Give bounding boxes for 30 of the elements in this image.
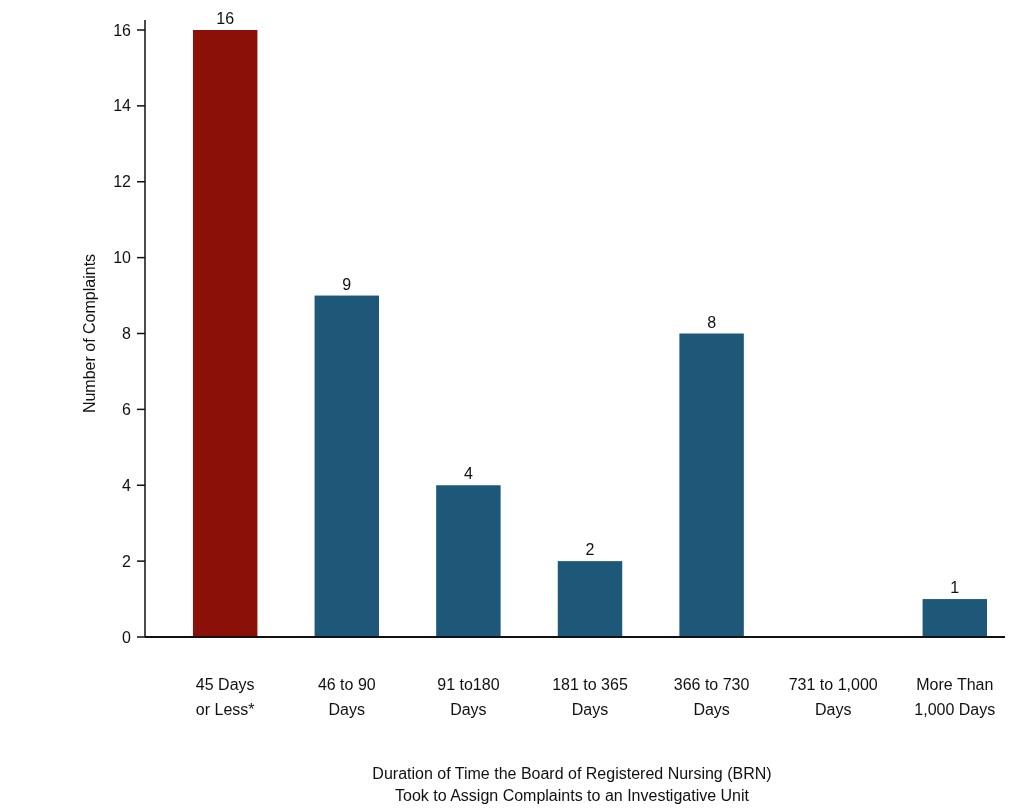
y-axis-title: Number of Complaints — [81, 253, 98, 414]
data-label: 16 — [216, 10, 235, 27]
bar — [679, 333, 744, 637]
y-tick-label: 10 — [113, 249, 132, 267]
data-label: 8 — [707, 313, 717, 331]
data-label: 2 — [585, 541, 595, 559]
y-tick-label: 2 — [122, 552, 132, 570]
bar — [922, 599, 988, 637]
y-tick-label: 0 — [122, 628, 132, 646]
bar — [314, 295, 380, 637]
bar — [192, 30, 258, 637]
x-tick-label: 366 to 730 Days — [673, 676, 750, 718]
y-tick-label: 16 — [113, 21, 132, 39]
y-tick-label: 14 — [113, 97, 132, 115]
x-tick-label: 45 Days or Less* — [195, 676, 255, 718]
y-tick-label: 12 — [113, 173, 132, 191]
data-label: 4 — [463, 465, 473, 483]
y-tick-label: 4 — [122, 476, 132, 494]
data-label: 1 — [950, 579, 960, 597]
x-tick-label: 46 to 90 Days — [317, 676, 376, 718]
y-tick-label: 8 — [122, 325, 132, 343]
x-tick-label: 731 to 1,000 Days — [788, 676, 878, 718]
bar — [436, 485, 501, 637]
x-tick-label: 181 to 365 Days — [552, 676, 628, 718]
x-axis-title: Duration of Time the Board of Registered Nursing (BRN) Took to Assign Complaints to an Investigative Unit — [372, 765, 772, 804]
x-tick-label: 91 to180 Days — [437, 676, 500, 718]
bar — [557, 561, 623, 637]
data-label: 9 — [342, 275, 352, 293]
x-tick-label: More Than 1,000 Days — [914, 676, 996, 718]
y-tick-label: 6 — [122, 400, 132, 418]
